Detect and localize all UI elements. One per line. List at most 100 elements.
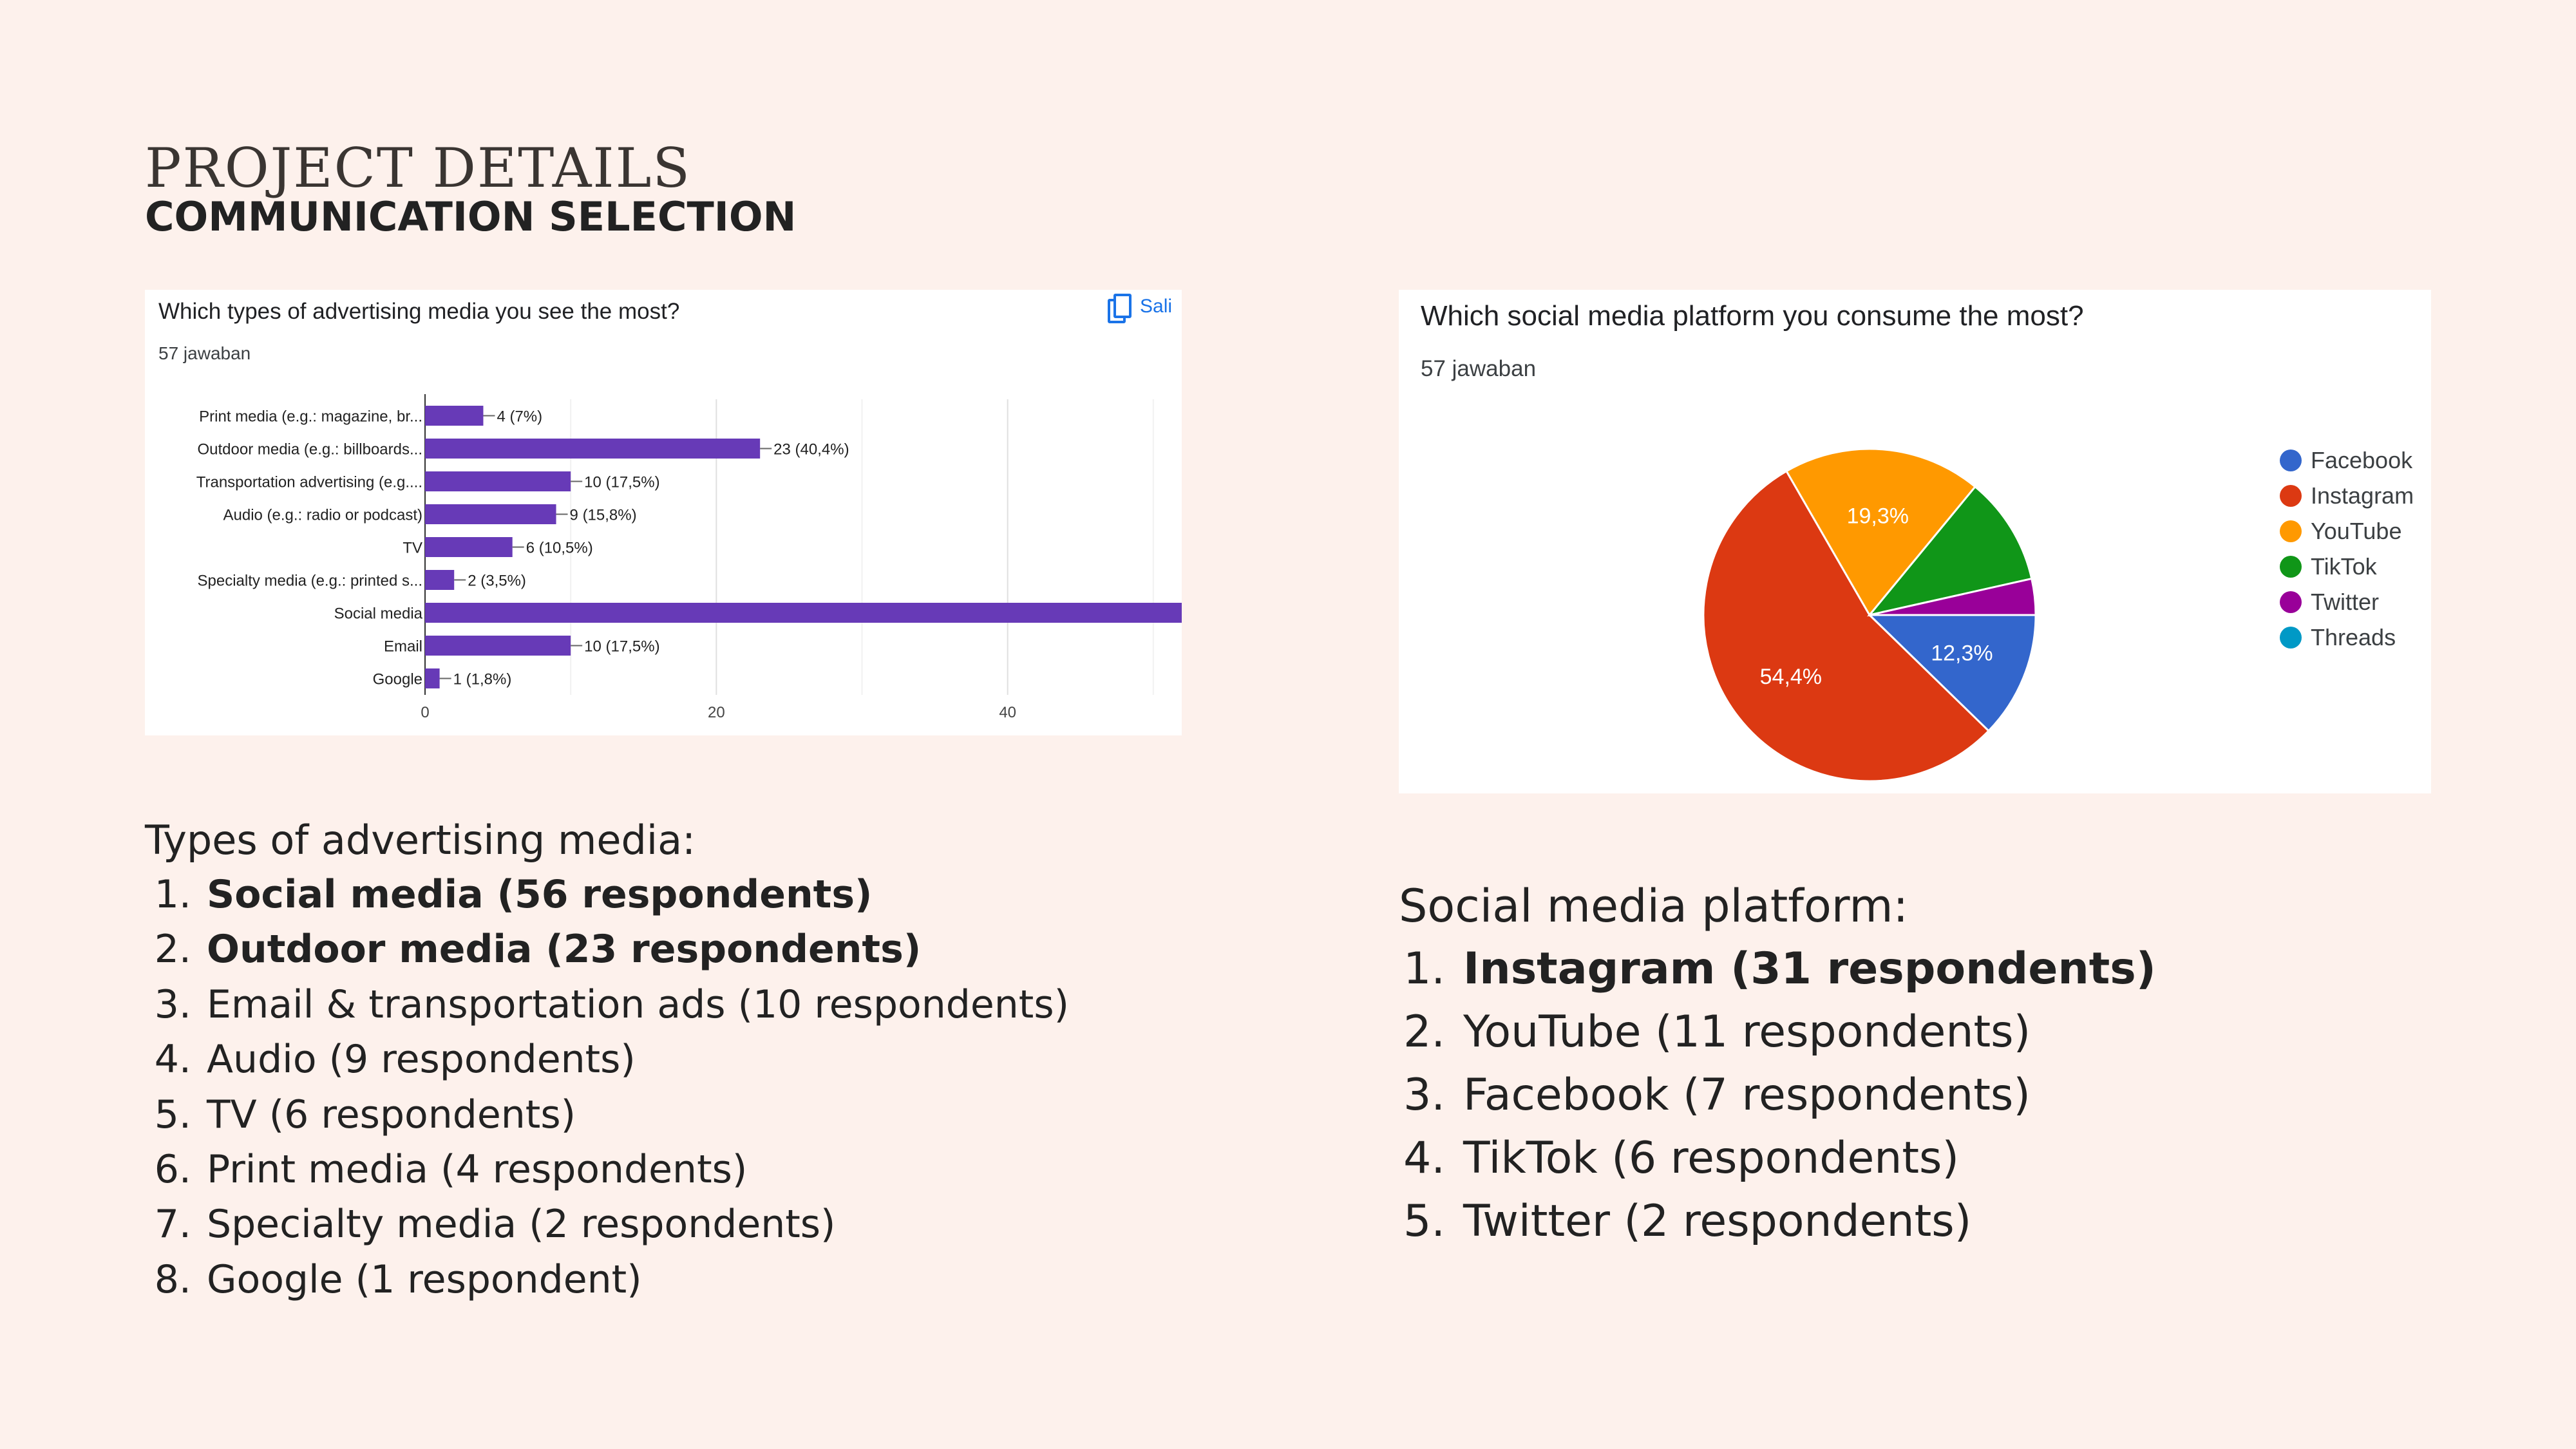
bar-chart-response-count: 57 jawaban bbox=[158, 343, 251, 363]
bar bbox=[425, 570, 455, 590]
list-item-number: 2. bbox=[1403, 1007, 1445, 1057]
list-item: 6. Print media (4 respondents) bbox=[145, 1142, 1069, 1197]
bar bbox=[425, 537, 513, 557]
category-label: Social media bbox=[334, 605, 423, 623]
list-item-text: Twitter (2 respondents) bbox=[1463, 1196, 1972, 1247]
bar bbox=[425, 668, 440, 688]
list-item-text: Email & transportation ads (10 responden… bbox=[207, 981, 1069, 1027]
pie-slice-instagram bbox=[1702, 469, 1991, 782]
list-item-text: Specialty media (2 respondents) bbox=[207, 1202, 836, 1247]
pie-chart-response-count: 57 jawaban bbox=[1421, 356, 1537, 381]
legend-swatch bbox=[2280, 626, 2302, 649]
pie-legend: Facebook Instagram YouTube TikTok Twitter Thr… bbox=[2280, 442, 2414, 655]
list-item: 3. Facebook (7 respondents) bbox=[1399, 1064, 2156, 1127]
list-item-number: 8. bbox=[154, 1256, 191, 1302]
list-item-number: 3. bbox=[1403, 1070, 1445, 1121]
list-item-text: Print media (4 respondents) bbox=[207, 1146, 748, 1192]
pie-slice-youtube bbox=[1785, 448, 1977, 617]
legend-label: Threads bbox=[2311, 623, 2396, 650]
bar-chart-card bbox=[145, 290, 1182, 735]
data-label: 6 (10,5%) bbox=[526, 540, 593, 557]
pie-percent-label: 12,3% bbox=[1931, 641, 1993, 665]
pie-slice-twitter bbox=[1869, 577, 2037, 616]
legend-label: Instagram bbox=[2311, 482, 2414, 509]
ads-list-items: 1. Social media (56 respondents) 2. Outdoor… bbox=[145, 867, 1069, 1307]
category-label: Print media (e.g.: magazine, br... bbox=[199, 408, 422, 426]
legend-item: YouTube bbox=[2280, 513, 2414, 549]
list-item-text: Google (1 respondent) bbox=[207, 1256, 642, 1302]
list-item: 1. Social media (56 respondents) bbox=[145, 867, 1069, 922]
legend-item: TikTok bbox=[2280, 549, 2414, 584]
list-item-number: 5. bbox=[154, 1092, 191, 1137]
social-list-items: 1. Instagram (31 respondents) 2. YouTube (1… bbox=[1399, 938, 2156, 1253]
list-item-number: 3. bbox=[154, 981, 191, 1027]
legend-item: Facebook bbox=[2280, 442, 2414, 478]
bar-chart: 0204060Print media (e.g.: magazine, br..… bbox=[196, 394, 1182, 721]
legend-label: YouTube bbox=[2311, 517, 2402, 544]
legend-label: Twitter bbox=[2311, 588, 2380, 615]
legend-swatch bbox=[2280, 591, 2302, 613]
x-tick-label: 20 bbox=[708, 704, 725, 721]
list-item-number: 2. bbox=[154, 927, 191, 972]
copy-icon bbox=[1108, 294, 1132, 323]
pie-slice-tiktok bbox=[1867, 485, 2033, 617]
list-item-number: 5. bbox=[1403, 1196, 1445, 1247]
category-label: Specialty media (e.g.: printed s... bbox=[198, 573, 423, 590]
list-item-text: Social media (56 respondents) bbox=[207, 872, 873, 917]
legend-swatch bbox=[2280, 449, 2302, 471]
legend-swatch bbox=[2280, 555, 2302, 578]
list-item-text: TV (6 respondents) bbox=[207, 1092, 576, 1137]
list-item-text: Outdoor media (23 respondents) bbox=[207, 927, 922, 972]
legend-label: Facebook bbox=[2311, 446, 2413, 473]
pie-percent-label: 54,4% bbox=[1760, 665, 1822, 689]
bar-chart-question: Which types of advertising media you see… bbox=[158, 299, 680, 324]
bar bbox=[425, 504, 556, 524]
list-item: 4. Audio (9 respondents) bbox=[145, 1032, 1069, 1087]
list-item-number: 1. bbox=[154, 872, 191, 917]
list-item: 2. Outdoor media (23 respondents) bbox=[145, 922, 1069, 977]
list-item-number: 6. bbox=[154, 1146, 191, 1192]
pie-percent-label: 19,3% bbox=[1847, 504, 1909, 529]
data-label: 2 (3,5%) bbox=[468, 573, 526, 590]
copy-chart-button[interactable]: Sali bbox=[1108, 294, 1172, 323]
list-item: 7. Specialty media (2 respondents) bbox=[145, 1197, 1069, 1252]
data-label: 10 (17,5%) bbox=[584, 638, 659, 656]
data-label: 4 (7%) bbox=[497, 408, 542, 426]
category-label: TV bbox=[402, 540, 422, 557]
legend-item: Threads bbox=[2280, 620, 2414, 655]
bar bbox=[425, 603, 1182, 623]
legend-swatch bbox=[2280, 484, 2302, 507]
category-label: Google bbox=[373, 671, 422, 688]
ads-list: Types of advertising media: 1. Social med… bbox=[145, 813, 1069, 1307]
data-label: 10 (17,5%) bbox=[584, 474, 659, 491]
x-tick-label: 0 bbox=[421, 704, 429, 721]
list-item-number: 1. bbox=[1403, 943, 1445, 994]
list-item-text: Instagram (31 respondents) bbox=[1463, 943, 2156, 994]
list-item: 1. Instagram (31 respondents) bbox=[1399, 938, 2156, 1001]
list-item: 2. YouTube (11 respondents) bbox=[1399, 1001, 2156, 1064]
data-label: 1 (1,8%) bbox=[453, 671, 512, 688]
ads-list-heading: Types of advertising media: bbox=[145, 817, 696, 864]
pie-chart: 12,3% 54,4% 19,3% bbox=[1702, 448, 2037, 782]
legend-item: Instagram bbox=[2280, 478, 2414, 513]
category-label: Email bbox=[384, 638, 422, 656]
social-list: Social media platform: 1. Instagram (31 r… bbox=[1399, 875, 2156, 1253]
list-item-number: 4. bbox=[154, 1037, 191, 1083]
section-kicker: PROJECT DETAILS bbox=[145, 137, 691, 200]
list-item-text: Audio (9 respondents) bbox=[207, 1037, 636, 1083]
pie-slice-facebook bbox=[1867, 614, 2037, 733]
data-label: 23 (40,4%) bbox=[773, 441, 849, 459]
page-title: COMMUNICATION SELECTION bbox=[145, 193, 797, 240]
pie-chart-question: Which social media platform you consume … bbox=[1421, 300, 2084, 332]
category-label: Transportation advertising (e.g.... bbox=[196, 474, 422, 491]
list-item: 3. Email & transportation ads (10 respond… bbox=[145, 978, 1069, 1032]
list-item: 4. TikTok (6 respondents) bbox=[1399, 1127, 2156, 1190]
bar bbox=[425, 439, 761, 459]
category-label: Outdoor media (e.g.: billboards... bbox=[197, 441, 422, 459]
list-item-text: TikTok (6 respondents) bbox=[1463, 1133, 1960, 1184]
legend-swatch bbox=[2280, 520, 2302, 542]
bar bbox=[425, 471, 571, 491]
list-item: 5. Twitter (2 respondents) bbox=[1399, 1190, 2156, 1253]
list-item-number: 7. bbox=[154, 1202, 191, 1247]
legend-item: Twitter bbox=[2280, 584, 2414, 620]
